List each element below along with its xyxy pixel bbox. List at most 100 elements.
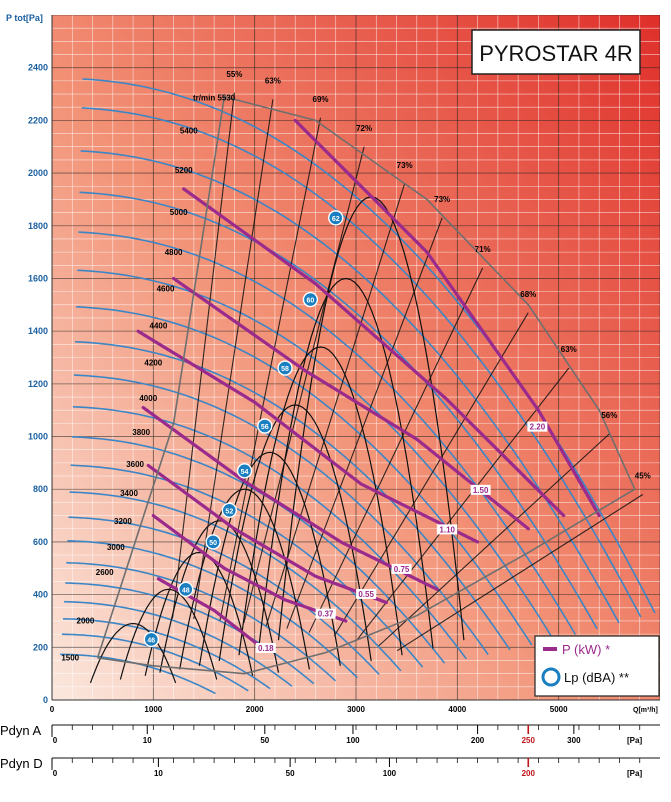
noise-marker-label: 48 [182, 587, 190, 594]
speed-curve [81, 107, 642, 618]
efficiency-isoline [308, 267, 484, 633]
speed-label: 2000 [77, 617, 95, 626]
speed-curve [76, 306, 533, 646]
efficiency-isoline [219, 117, 322, 621]
noise-marker-label: 46 [147, 637, 155, 644]
noise-marker-label: 50 [209, 540, 217, 547]
pdyn-scale-label: 100 [383, 769, 397, 778]
efficiency-isoline [265, 183, 406, 626]
efficiency-curve [119, 588, 218, 680]
speed-curve [70, 464, 424, 668]
power-label-bg [527, 421, 548, 432]
pdyn-scale-title: Pdyn A [0, 723, 42, 738]
y-tick-label: 1000 [28, 432, 48, 442]
speed-curve [64, 600, 293, 687]
noise-marker [178, 581, 194, 598]
power-curve [151, 513, 348, 623]
efficiency-curve [89, 622, 177, 684]
power-label-bg [315, 608, 336, 619]
pdyn-scale-label: 200 [471, 736, 485, 745]
noise-marker [277, 360, 293, 376]
power-curves [136, 118, 601, 652]
noise-marker [143, 631, 160, 648]
noise-marker [257, 418, 273, 434]
x-tick-label: 5000 [550, 705, 568, 714]
y-tick-label: 1600 [28, 273, 48, 283]
power-label-bg [437, 524, 458, 535]
y-tick-label: 600 [33, 537, 48, 547]
pdyn-scales: Pdyn A 0 10 50 100 200 250 300 [Pa] Pdyn D 0 10 50 10… [0, 723, 660, 778]
efficiency-label: 72% [356, 124, 372, 133]
pdyn-scale-label: 200 [522, 769, 536, 778]
pdyn-scale-label: 100 [346, 736, 360, 745]
y-tick-label: 0 [43, 695, 48, 705]
speed-curve [67, 540, 358, 679]
pdyn-scale-label: 0 [53, 769, 58, 778]
efficiency-curve [144, 551, 254, 676]
speed-label: tr/min 5530 [193, 94, 236, 103]
efficiency-isoline [243, 146, 365, 623]
speed-label: 4400 [150, 322, 168, 331]
noise-marker [205, 534, 221, 550]
power-curve [172, 276, 530, 531]
efficiency-isoline [333, 312, 529, 637]
speed-curve [80, 150, 620, 624]
noise-marker-label: 62 [332, 216, 340, 223]
efficiency-isoline [356, 367, 570, 641]
boundary-line [96, 95, 636, 675]
speed-label: 5400 [180, 127, 198, 136]
speed-curve [62, 618, 271, 690]
speed-curve [66, 561, 337, 682]
noise-marker-label: 58 [281, 366, 289, 373]
power-label: 0.55 [358, 590, 374, 599]
x-tick-label: 1000 [144, 705, 162, 714]
power-label: 1.10 [439, 525, 455, 534]
noise-marker [302, 291, 319, 308]
speed-label: 4200 [144, 358, 162, 367]
power-curve [182, 187, 566, 518]
pdyn-scale-label: 50 [286, 769, 295, 778]
title-box: PYROSTAR 4R [471, 29, 641, 75]
noise-marker-label: 60 [307, 298, 315, 305]
speed-curve [78, 231, 576, 635]
speed-label: 3800 [132, 428, 150, 437]
x-tick-label: 4000 [448, 705, 466, 714]
efficiency-label: 71% [475, 245, 491, 254]
efficiency-curve [198, 451, 341, 666]
power-label: 2.20 [530, 423, 546, 432]
operating-boundary [96, 95, 636, 675]
efficiency-curve [258, 277, 434, 649]
efficiency-label: 45% [635, 472, 651, 481]
speed-curve [61, 633, 249, 692]
y-axis-label: P tot[Pa] [6, 13, 43, 23]
speed-label: 3600 [126, 460, 144, 469]
power-label-bg [255, 642, 276, 653]
legend-power-label: P (kW) * [562, 642, 610, 657]
pdyn-scale-unit: [Pa] [627, 769, 642, 778]
power-label: 0.37 [318, 610, 334, 619]
noise-marker [328, 210, 344, 226]
power-label-bg [391, 563, 412, 574]
pdyn-scale-label: 10 [154, 769, 163, 778]
speed-curve [69, 491, 402, 672]
pdyn-scale-label: 250 [522, 736, 536, 745]
power-curve [146, 463, 388, 605]
pdyn-scale-label: 50 [260, 736, 269, 745]
y-tick-label: 2200 [28, 115, 48, 125]
speed-label: 5000 [170, 208, 188, 217]
pdyn-scale-unit: [Pa] [627, 736, 642, 745]
power-curve [141, 406, 439, 591]
power-curve [156, 577, 267, 652]
efficiency-label: 63% [265, 77, 281, 86]
y-tick-label: 2400 [28, 63, 48, 73]
x-axis-label: Q[m³/h] [633, 707, 658, 714]
y-tick-label: 2000 [28, 168, 48, 178]
efficiency-isoline [396, 494, 644, 652]
pdyn-scale-label: 10 [143, 736, 152, 745]
efficiency-isoline [286, 217, 443, 629]
pdyn-scale-title: Pdyn D [0, 756, 43, 771]
speed-label: 5200 [175, 166, 193, 175]
speed-label: 1500 [61, 653, 79, 662]
